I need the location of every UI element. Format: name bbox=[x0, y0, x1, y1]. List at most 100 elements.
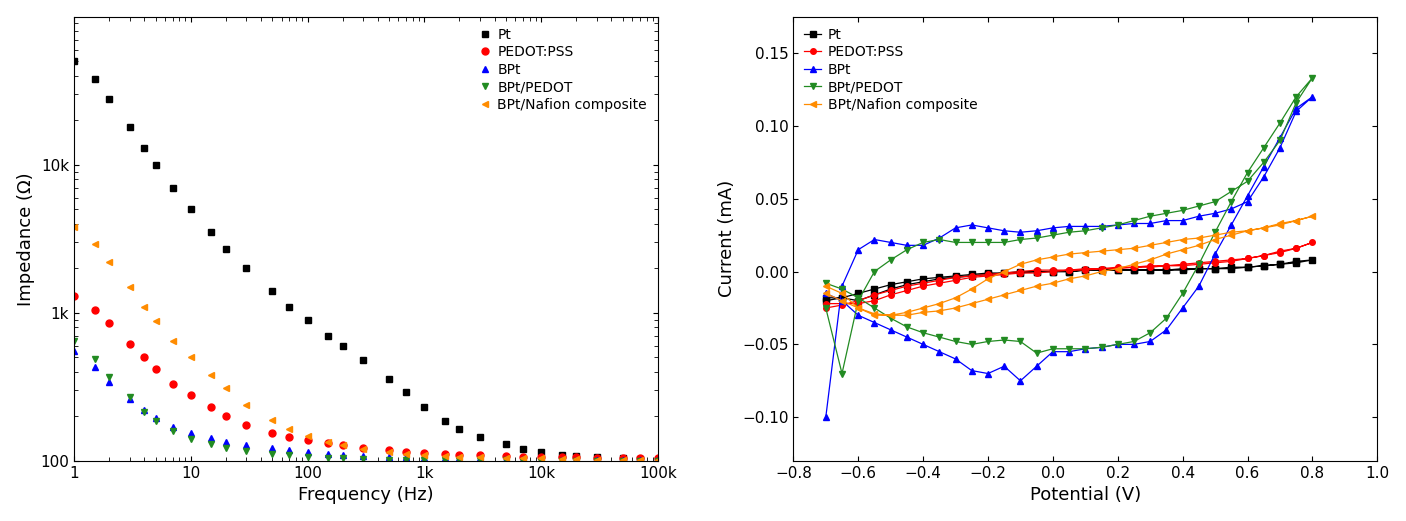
Y-axis label: Impedance (Ω): Impedance (Ω) bbox=[17, 172, 35, 306]
BPt/Nafion composite bbox=[101, 259, 118, 265]
PEDOT:PSS bbox=[354, 444, 371, 451]
BPt/PEDOT bbox=[101, 374, 118, 380]
Pt bbox=[416, 404, 433, 411]
BPt bbox=[515, 456, 531, 462]
BPt/Nafion composite bbox=[416, 452, 433, 458]
PEDOT:PSS bbox=[817, 305, 834, 311]
PEDOT:PSS bbox=[1159, 263, 1175, 269]
BPt/Nafion composite bbox=[1060, 251, 1077, 257]
BPt bbox=[553, 456, 569, 463]
BPt/PEDOT bbox=[568, 458, 585, 464]
PEDOT:PSS bbox=[436, 451, 453, 457]
PEDOT:PSS bbox=[588, 455, 605, 461]
BPt/Nafion composite bbox=[218, 385, 235, 391]
BPt/Nafion composite bbox=[165, 338, 181, 344]
Pt bbox=[1060, 268, 1077, 275]
Pt bbox=[354, 357, 371, 363]
BPt bbox=[1191, 283, 1208, 289]
PEDOT:PSS bbox=[183, 392, 200, 398]
BPt/Nafion composite bbox=[1028, 257, 1045, 263]
BPt/Nafion composite bbox=[183, 354, 200, 361]
BPt/Nafion composite bbox=[281, 426, 298, 432]
BPt bbox=[650, 457, 666, 463]
PEDOT:PSS bbox=[202, 404, 219, 411]
BPt bbox=[218, 439, 235, 445]
BPt/Nafion composite bbox=[66, 224, 83, 230]
PEDOT:PSS bbox=[650, 455, 666, 462]
BPt/PEDOT bbox=[264, 451, 281, 457]
Pt bbox=[614, 455, 631, 462]
BPt/Nafion composite bbox=[319, 439, 336, 445]
BPt bbox=[1303, 94, 1320, 100]
BPt/PEDOT bbox=[121, 394, 138, 400]
BPt/PEDOT bbox=[1060, 229, 1077, 235]
Pt bbox=[183, 206, 200, 213]
Line: BPt/Nafion composite: BPt/Nafion composite bbox=[823, 214, 1315, 318]
Pt bbox=[849, 297, 866, 304]
Pt bbox=[238, 265, 254, 271]
Pt bbox=[588, 454, 605, 460]
BPt/Nafion composite bbox=[1174, 246, 1191, 253]
Pt bbox=[281, 304, 298, 310]
PEDOT:PSS bbox=[319, 440, 336, 446]
Pt bbox=[1174, 266, 1191, 272]
Line: BPt: BPt bbox=[823, 94, 1315, 420]
PEDOT:PSS bbox=[398, 449, 415, 455]
Pt bbox=[165, 184, 181, 191]
BPt/Nafion composite bbox=[588, 456, 605, 463]
BPt bbox=[451, 455, 468, 462]
BPt/Nafion composite bbox=[86, 241, 103, 247]
Y-axis label: Current (mA): Current (mA) bbox=[718, 180, 737, 297]
Line: BPt/Nafion composite: BPt/Nafion composite bbox=[70, 224, 661, 464]
BPt/PEDOT bbox=[553, 458, 569, 464]
BPt/PEDOT bbox=[471, 457, 488, 463]
BPt/Nafion composite bbox=[354, 446, 371, 452]
BPt/Nafion composite bbox=[614, 456, 631, 463]
Line: BPt: BPt bbox=[70, 348, 661, 464]
PEDOT:PSS bbox=[121, 340, 138, 346]
BPt bbox=[136, 407, 153, 413]
BPt bbox=[568, 456, 585, 463]
PEDOT:PSS bbox=[381, 447, 398, 453]
BPt/Nafion composite bbox=[398, 451, 415, 457]
BPt bbox=[354, 453, 371, 459]
Pt bbox=[650, 456, 666, 463]
Pt bbox=[1239, 264, 1256, 270]
Pt bbox=[299, 316, 316, 322]
PEDOT:PSS bbox=[1256, 252, 1272, 258]
BPt bbox=[1159, 217, 1175, 224]
Pt bbox=[335, 343, 352, 349]
BPt/PEDOT bbox=[1174, 207, 1191, 214]
BPt/PEDOT bbox=[299, 453, 316, 460]
Pt bbox=[817, 295, 834, 301]
BPt bbox=[1012, 229, 1029, 235]
Line: Pt: Pt bbox=[823, 257, 1315, 303]
BPt/Nafion composite bbox=[238, 402, 254, 408]
BPt bbox=[817, 414, 834, 420]
BPt/PEDOT bbox=[915, 330, 932, 336]
BPt bbox=[183, 430, 200, 436]
BPt/Nafion composite bbox=[553, 456, 569, 462]
Line: BPt/PEDOT: BPt/PEDOT bbox=[70, 337, 661, 464]
BPt/PEDOT bbox=[1028, 235, 1045, 241]
BPt bbox=[416, 455, 433, 461]
BPt bbox=[281, 447, 298, 453]
Pt bbox=[471, 434, 488, 440]
Pt bbox=[1174, 267, 1191, 273]
BPt/PEDOT bbox=[498, 457, 515, 463]
Pt bbox=[817, 297, 834, 304]
BPt/Nafion composite bbox=[568, 456, 585, 462]
BPt/PEDOT bbox=[66, 338, 83, 344]
BPt/PEDOT bbox=[451, 457, 468, 463]
Line: BPt/PEDOT: BPt/PEDOT bbox=[823, 75, 1315, 376]
BPt/PEDOT bbox=[218, 444, 235, 451]
BPt/PEDOT bbox=[1239, 169, 1256, 176]
BPt/PEDOT bbox=[148, 418, 165, 425]
PEDOT:PSS bbox=[533, 453, 550, 460]
BPt bbox=[931, 349, 948, 355]
Pt bbox=[1028, 268, 1045, 275]
PEDOT:PSS bbox=[1045, 268, 1062, 275]
BPt bbox=[299, 449, 316, 455]
Line: PEDOT:PSS: PEDOT:PSS bbox=[70, 292, 661, 462]
BPt/PEDOT bbox=[650, 458, 666, 464]
